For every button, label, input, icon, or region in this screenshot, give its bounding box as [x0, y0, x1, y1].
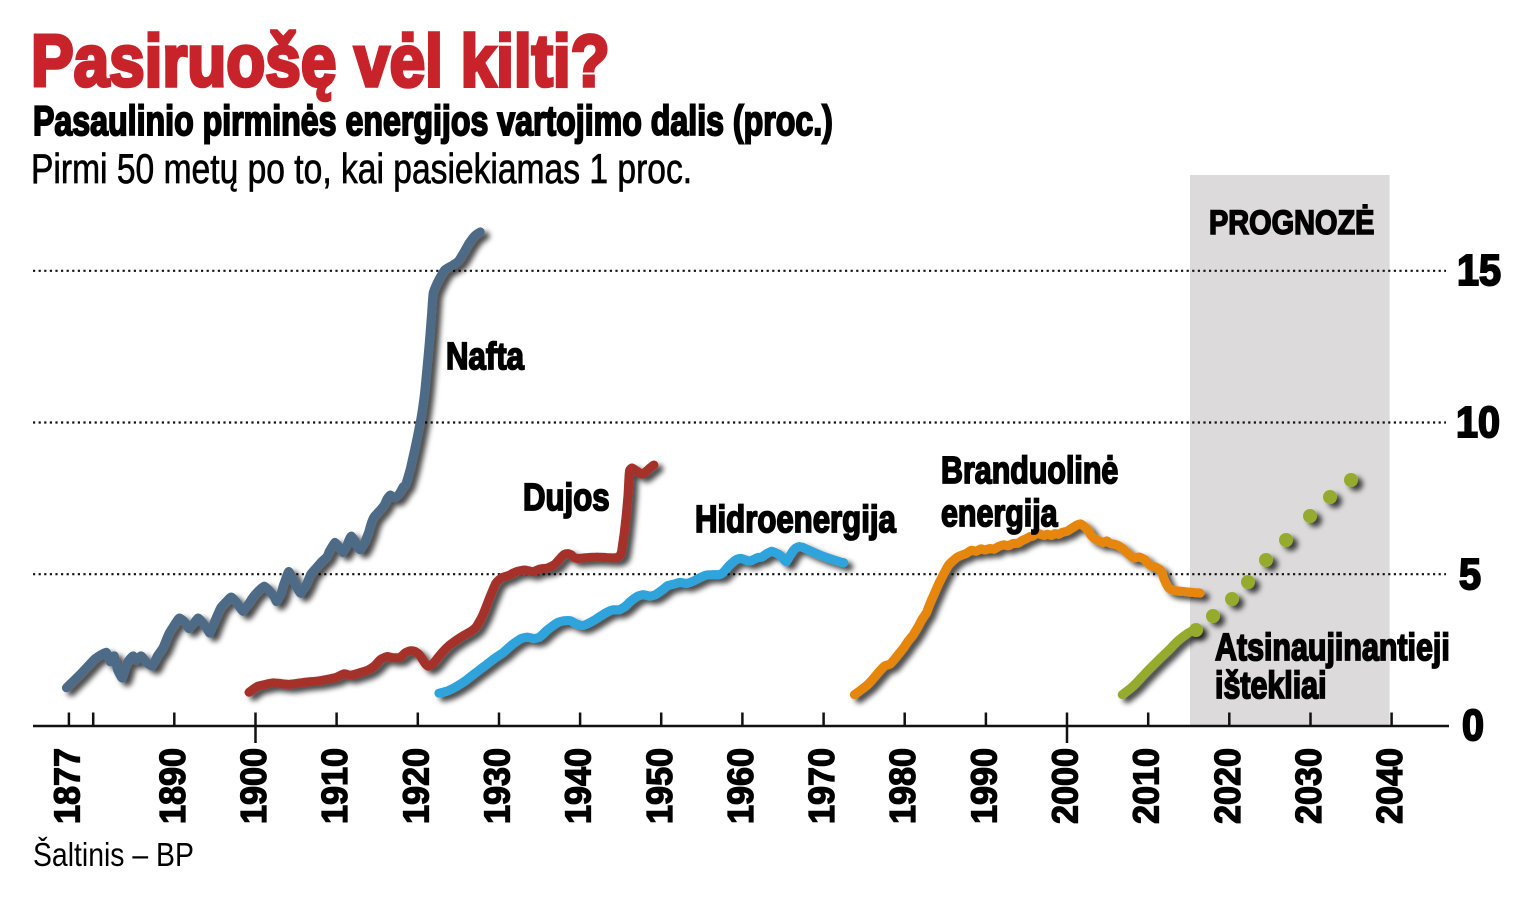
- svg-text:1877: 1877: [48, 748, 88, 824]
- svg-text:1980: 1980: [883, 748, 923, 824]
- svg-text:1900: 1900: [234, 748, 274, 824]
- svg-text:1950: 1950: [640, 748, 680, 824]
- svg-text:1940: 1940: [559, 748, 599, 824]
- svg-text:1930: 1930: [478, 748, 518, 824]
- svg-text:1990: 1990: [965, 748, 1005, 824]
- svg-text:2030: 2030: [1289, 748, 1329, 824]
- svg-text:2010: 2010: [1127, 748, 1167, 824]
- svg-text:1920: 1920: [397, 748, 437, 824]
- svg-text:1970: 1970: [802, 748, 842, 824]
- svg-text:1890: 1890: [153, 748, 193, 824]
- svg-text:2020: 2020: [1208, 748, 1248, 824]
- svg-text:1960: 1960: [721, 748, 761, 824]
- svg-text:2040: 2040: [1370, 748, 1410, 824]
- svg-text:2000: 2000: [1046, 748, 1086, 824]
- svg-text:1910: 1910: [315, 748, 355, 824]
